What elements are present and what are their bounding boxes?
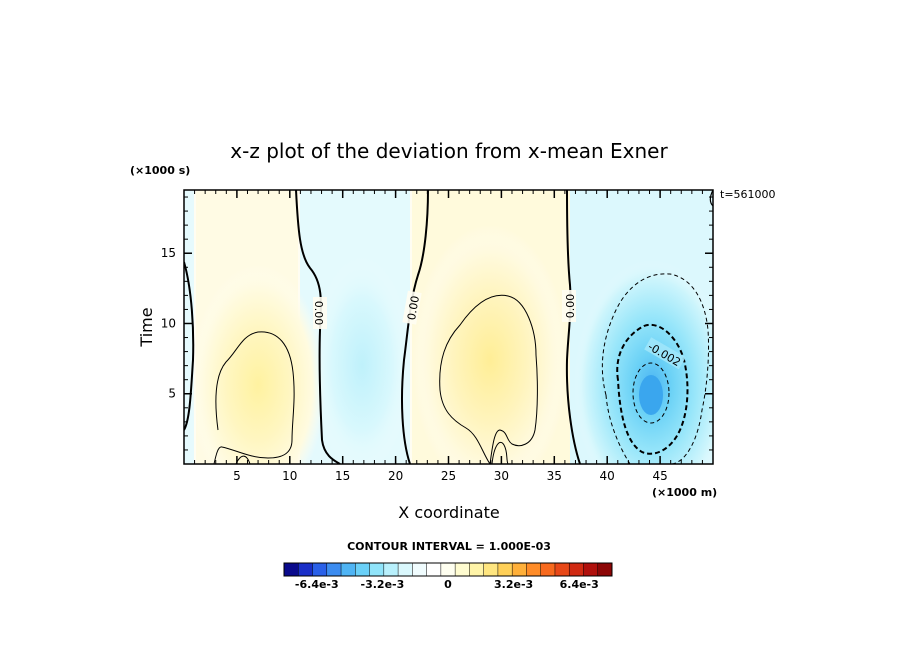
cool-region-2 (574, 260, 713, 464)
colorbar-tick-label: 6.4e-3 (560, 578, 599, 591)
neg-contour-middle (616, 323, 689, 455)
colorbar-swatch (440, 563, 456, 576)
svg-text:0.00: 0.00 (312, 301, 325, 326)
colorbar-swatch (312, 563, 328, 576)
colorbar-swatch (469, 563, 484, 576)
colorbar-swatch (369, 563, 385, 576)
colorbar-swatch (583, 563, 599, 576)
contour-label-1: 0.00 (312, 297, 327, 329)
axis-ticks: 5 10 15 20 25 30 35 40 45 5 10 15 (161, 190, 714, 483)
x-tick-label: 15 (335, 469, 350, 483)
cool-band-left (184, 190, 194, 464)
pos-contour-2b (491, 441, 509, 464)
x-tick-label: 25 (441, 469, 456, 483)
x-tick-label: 35 (547, 469, 562, 483)
y-tick-label: 10 (161, 316, 176, 330)
cool-region-1 (312, 255, 412, 464)
x-tick-label: 10 (282, 469, 297, 483)
colorbar-swatch (497, 563, 513, 576)
colorbar-swatch (554, 563, 570, 576)
plot-area: 0.00 0.00 0.00 -0.002 (184, 190, 713, 464)
y-unit-label: (×1000 s) (130, 164, 190, 177)
neg-contour-inner (632, 362, 670, 424)
colorbar-swatch (569, 563, 584, 576)
svg-text:0.00: 0.00 (564, 294, 577, 319)
pos-contour-1 (213, 331, 295, 464)
x-tick-label: 20 (388, 469, 403, 483)
colorbar-swatch (298, 563, 313, 576)
colorbar-tick-label: 3.2e-3 (494, 578, 533, 591)
colorbar-swatch (412, 563, 427, 576)
chart-title: x-z plot of the deviation from x-mean Ex… (230, 139, 668, 163)
zero-contour-left (184, 261, 195, 431)
colorbar-tick-label: -6.4e-3 (295, 578, 339, 591)
neg-contour-outer (601, 273, 710, 464)
x-tick-label: 40 (600, 469, 615, 483)
contour-label-3: 0.00 (562, 290, 577, 322)
x-unit-label: (×1000 m) (652, 486, 717, 499)
x-tick-label: 45 (652, 469, 667, 483)
colorbar-ticks: -6.4e-3 -3.2e-3 0 3.2e-3 6.4e-3 (295, 578, 599, 591)
colorbar-swatch (526, 563, 541, 576)
x-tick-label: 5 (233, 469, 241, 483)
colorbar-swatch (355, 563, 370, 576)
svg-text:0.00: 0.00 (405, 295, 422, 321)
colorbar-swatch (512, 563, 527, 576)
colorbar-frame (283, 562, 613, 577)
colorbar-tick-label: 0 (444, 578, 452, 591)
colorbar-tick-label: -3.2e-3 (361, 578, 405, 591)
colorbar-swatch (455, 563, 470, 576)
contour-label-2: 0.00 (402, 290, 422, 325)
colorbar-swatch (483, 563, 499, 576)
colorbar-swatch (540, 563, 556, 576)
contour-interval: CONTOUR INTERVAL = 1.000E-03 (347, 540, 551, 553)
colorbar-swatch (383, 563, 399, 576)
colorbar-swatch (398, 563, 413, 576)
colorbar-swatch (284, 563, 299, 576)
y-tick-label: 5 (168, 387, 176, 401)
colorbar (283, 562, 613, 577)
warm-region-1 (190, 265, 326, 464)
zero-contour-3 (565, 190, 581, 464)
colorbar-swatch (426, 563, 442, 576)
y-tick-label: 15 (161, 246, 176, 260)
x-tick-label: 30 (494, 469, 509, 483)
x-axis-label: X coordinate (398, 503, 499, 522)
time-label: t=561000 (720, 188, 776, 201)
cool-core (639, 375, 663, 415)
colorbar-swatch (341, 563, 356, 576)
warm-region-2 (412, 225, 568, 464)
colorbar-swatch (326, 563, 342, 576)
y-axis-label: Time (137, 307, 156, 347)
zero-contour-1 (295, 190, 341, 464)
colorbar-swatch (597, 563, 613, 576)
pos-contour-2 (439, 294, 538, 464)
